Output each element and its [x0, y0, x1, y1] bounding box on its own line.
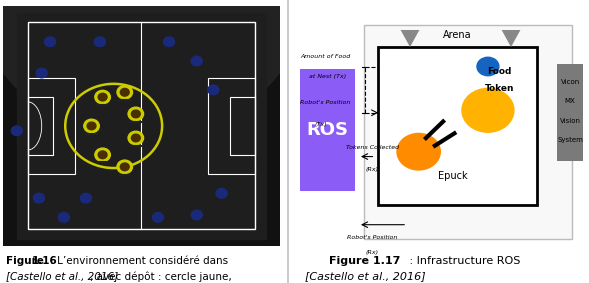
- Circle shape: [216, 188, 227, 198]
- Circle shape: [95, 148, 110, 162]
- Polygon shape: [401, 30, 419, 47]
- FancyBboxPatch shape: [557, 64, 583, 161]
- Circle shape: [128, 107, 144, 121]
- Text: System: System: [557, 137, 583, 143]
- Circle shape: [87, 122, 96, 130]
- Circle shape: [84, 119, 100, 133]
- Circle shape: [131, 110, 140, 118]
- Text: Epuck: Epuck: [438, 171, 468, 181]
- Text: : Infrastructure ROS: : Infrastructure ROS: [406, 256, 521, 266]
- Text: Amount of Food: Amount of Food: [300, 54, 350, 59]
- Text: Food: Food: [487, 67, 512, 76]
- Bar: [208, 78, 255, 174]
- Text: : L’environnement considéré dans: : L’environnement considéré dans: [47, 256, 229, 266]
- Circle shape: [34, 193, 45, 203]
- Bar: [28, 78, 75, 174]
- Text: Figure 1.17: Figure 1.17: [329, 256, 401, 266]
- Text: (Rx): (Rx): [366, 167, 379, 172]
- Text: Robot's Position: Robot's Position: [300, 100, 350, 106]
- Circle shape: [36, 68, 47, 78]
- Circle shape: [153, 213, 164, 222]
- Circle shape: [164, 37, 174, 47]
- Text: Robot's Position: Robot's Position: [348, 235, 398, 240]
- Text: ROS: ROS: [307, 121, 349, 139]
- Circle shape: [120, 88, 129, 96]
- Circle shape: [131, 134, 140, 142]
- Circle shape: [397, 134, 441, 170]
- Bar: [364, 25, 571, 239]
- Circle shape: [81, 193, 91, 203]
- Text: Vision: Vision: [560, 117, 581, 124]
- Text: Token: Token: [485, 84, 514, 93]
- Text: Vicon: Vicon: [561, 79, 580, 85]
- FancyBboxPatch shape: [300, 69, 355, 191]
- Circle shape: [117, 85, 133, 99]
- Circle shape: [11, 126, 22, 136]
- Text: [Castello et al., 2016]: [Castello et al., 2016]: [6, 271, 118, 281]
- Circle shape: [120, 163, 129, 171]
- Circle shape: [208, 85, 219, 95]
- Circle shape: [95, 90, 110, 104]
- Circle shape: [117, 160, 133, 173]
- Text: Figure: Figure: [6, 256, 47, 266]
- Polygon shape: [502, 30, 521, 47]
- Text: at Nest (Tx): at Nest (Tx): [309, 74, 346, 79]
- Circle shape: [191, 210, 202, 220]
- Circle shape: [477, 57, 499, 76]
- Bar: [28, 97, 53, 155]
- Bar: [378, 47, 537, 205]
- Circle shape: [45, 37, 55, 47]
- Text: (Tx): (Tx): [315, 123, 327, 127]
- Circle shape: [58, 213, 70, 222]
- Text: [Castello et al., 2016]: [Castello et al., 2016]: [305, 271, 425, 281]
- Circle shape: [191, 56, 202, 66]
- Circle shape: [462, 88, 514, 132]
- Text: Arena: Arena: [444, 30, 472, 40]
- Text: Tokens Collected: Tokens Collected: [346, 145, 399, 150]
- Circle shape: [98, 151, 107, 159]
- Text: MX: MX: [565, 98, 575, 104]
- Text: , avec dépôt : cercle jaune,: , avec dépôt : cercle jaune,: [90, 271, 231, 282]
- Circle shape: [98, 93, 107, 101]
- Wedge shape: [0, 0, 307, 138]
- Circle shape: [94, 37, 105, 47]
- Bar: [230, 97, 255, 155]
- Circle shape: [128, 131, 144, 145]
- Bar: [28, 23, 255, 229]
- Text: (Rx): (Rx): [366, 250, 379, 255]
- Text: 1.16: 1.16: [32, 256, 58, 266]
